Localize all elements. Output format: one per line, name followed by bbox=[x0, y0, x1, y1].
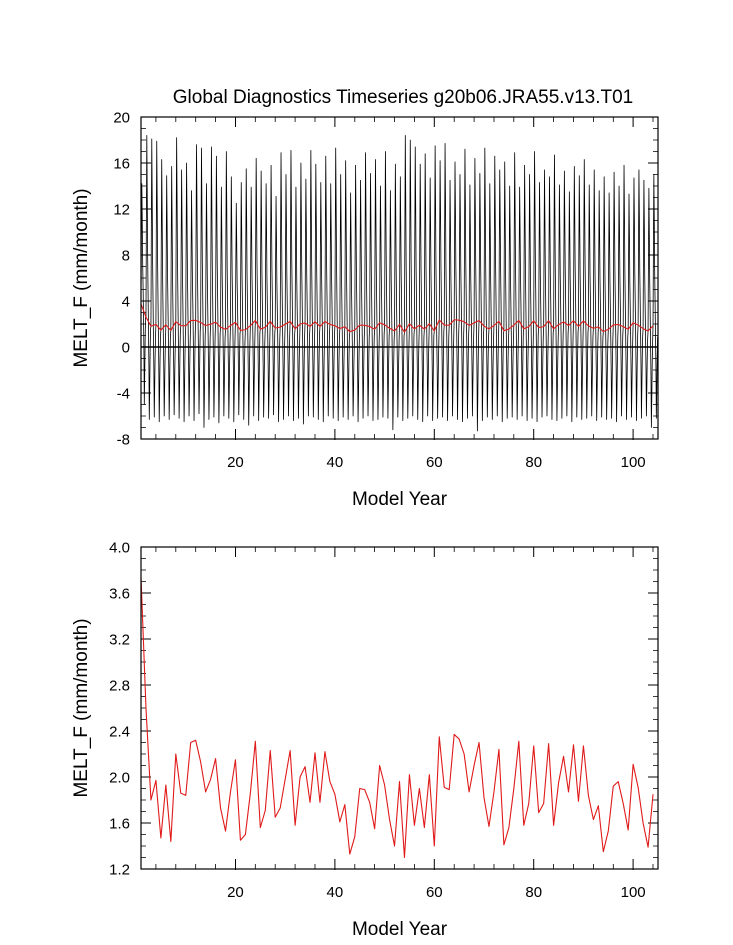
y-tick-label: 1.6 bbox=[109, 816, 130, 833]
x-tick-label: 100 bbox=[621, 454, 646, 471]
figure-title: Global Diagnostics Timeseries g20b06.JRA… bbox=[173, 87, 633, 108]
top-monthly-series bbox=[140, 134, 658, 432]
monthly-timeseries-line bbox=[140, 134, 658, 432]
x-tick-label: 20 bbox=[227, 454, 244, 471]
bottom-panel: 1.2 1.6 2.0 2.4 2.8 3.2 3.6 4.0 20 40 60 80 100 Model… bbox=[71, 540, 659, 940]
top-plot-frame bbox=[140, 116, 659, 440]
top-x-tick-labels: 20 40 60 80 100 bbox=[227, 454, 646, 471]
x-tick-label: 80 bbox=[525, 454, 542, 471]
bottom-y-axis-label: MELT_F (mm/month) bbox=[71, 618, 92, 797]
annual-mean-line bbox=[140, 303, 654, 333]
y-tick-label: 3.6 bbox=[109, 586, 130, 603]
y-tick-label: 2.8 bbox=[109, 678, 130, 695]
bottom-x-tick-labels: 20 40 60 80 100 bbox=[227, 884, 646, 901]
y-tick-label: 16 bbox=[113, 156, 130, 173]
annual-mean-line bbox=[140, 576, 654, 859]
x-tick-label: 60 bbox=[426, 884, 443, 901]
top-panel: -8 -4 0 4 8 12 16 20 20 40 60 80 100 Model Year MELT_F… bbox=[71, 110, 659, 510]
x-tick-label: 60 bbox=[426, 454, 443, 471]
top-annual-series bbox=[140, 303, 654, 333]
bottom-annual-series bbox=[140, 576, 654, 859]
top-y-axis-label: MELT_F (mm/month) bbox=[71, 188, 92, 367]
bottom-plot-frame bbox=[140, 546, 659, 870]
x-tick-label: 20 bbox=[227, 884, 244, 901]
x-tick-label: 100 bbox=[621, 884, 646, 901]
x-tick-label: 40 bbox=[327, 884, 344, 901]
top-y-tick-labels: -8 -4 0 4 8 12 16 20 bbox=[113, 110, 130, 449]
y-tick-label: 1.2 bbox=[109, 862, 130, 879]
y-tick-label: 4.0 bbox=[109, 540, 130, 557]
bottom-minor-ticks bbox=[141, 547, 658, 869]
top-x-axis-label: Model Year bbox=[352, 489, 448, 510]
x-tick-label: 80 bbox=[525, 884, 542, 901]
bottom-y-tick-labels: 1.2 1.6 2.0 2.4 2.8 3.2 3.6 4.0 bbox=[109, 540, 130, 879]
y-tick-label: 2.0 bbox=[109, 770, 130, 787]
y-tick-label: 2.4 bbox=[109, 724, 130, 741]
x-tick-label: 40 bbox=[327, 454, 344, 471]
y-tick-label: -8 bbox=[117, 432, 130, 449]
y-tick-label: 12 bbox=[113, 202, 130, 219]
minor-tick-marks bbox=[141, 547, 658, 869]
y-tick-label: 4 bbox=[122, 294, 130, 311]
bottom-x-axis-label: Model Year bbox=[352, 919, 448, 940]
y-tick-label: 3.2 bbox=[109, 632, 130, 649]
y-tick-label: 0 bbox=[122, 340, 130, 357]
bottom-major-ticks bbox=[141, 546, 658, 870]
y-tick-label: 20 bbox=[113, 110, 130, 127]
y-tick-label: 8 bbox=[122, 248, 130, 265]
y-tick-label: -4 bbox=[117, 386, 130, 403]
